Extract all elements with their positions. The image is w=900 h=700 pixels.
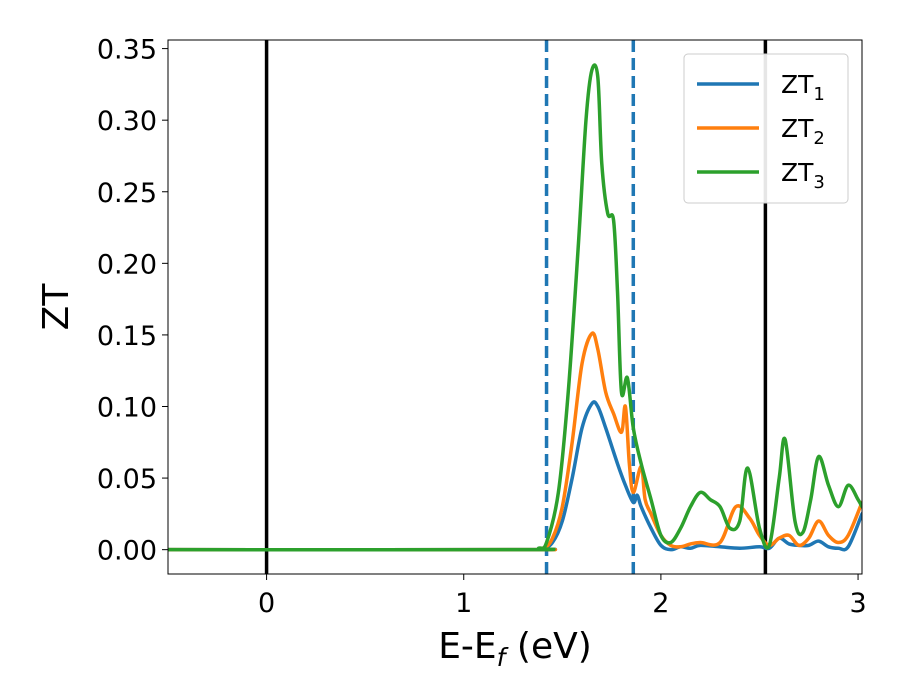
y-tick-label: 0.00 <box>97 536 157 567</box>
x-tick-label: 3 <box>849 588 866 619</box>
series-layer <box>168 63 862 552</box>
y-axis-label: ZT <box>36 283 77 331</box>
y-tick-label: 0.25 <box>97 178 157 209</box>
series-line-zt3 <box>168 63 862 552</box>
legend-label-zt2: ZT2 <box>781 114 825 149</box>
y-tick-label: 0.15 <box>97 321 157 352</box>
y-tick-label: 0.10 <box>97 392 157 423</box>
x-tick-label: 1 <box>455 588 472 619</box>
legend-box <box>683 53 849 204</box>
legend-label-zt1: ZT1 <box>781 70 825 105</box>
series-line-zt2 <box>168 331 862 552</box>
y-tick-label: 0.30 <box>97 106 157 137</box>
legend-label-zt3: ZT3 <box>781 158 825 193</box>
y-tick-label: 0.35 <box>97 35 157 66</box>
x-tick-label: 0 <box>258 588 275 619</box>
x-axis-label: E-Ef (eV) <box>438 626 592 672</box>
x-tick-label: 2 <box>652 588 669 619</box>
plot-frame <box>167 39 863 575</box>
y-axis-ticks: 0.00 0.05 0.10 0.15 0.20 0.25 0.30 0.35 <box>97 35 168 567</box>
y-tick-label: 0.05 <box>97 464 157 495</box>
legend: ZT1 ZT2 ZT3 <box>683 53 849 204</box>
x-axis-ticks: 0 1 2 3 <box>258 574 867 619</box>
y-tick-label: 0.20 <box>97 249 157 280</box>
